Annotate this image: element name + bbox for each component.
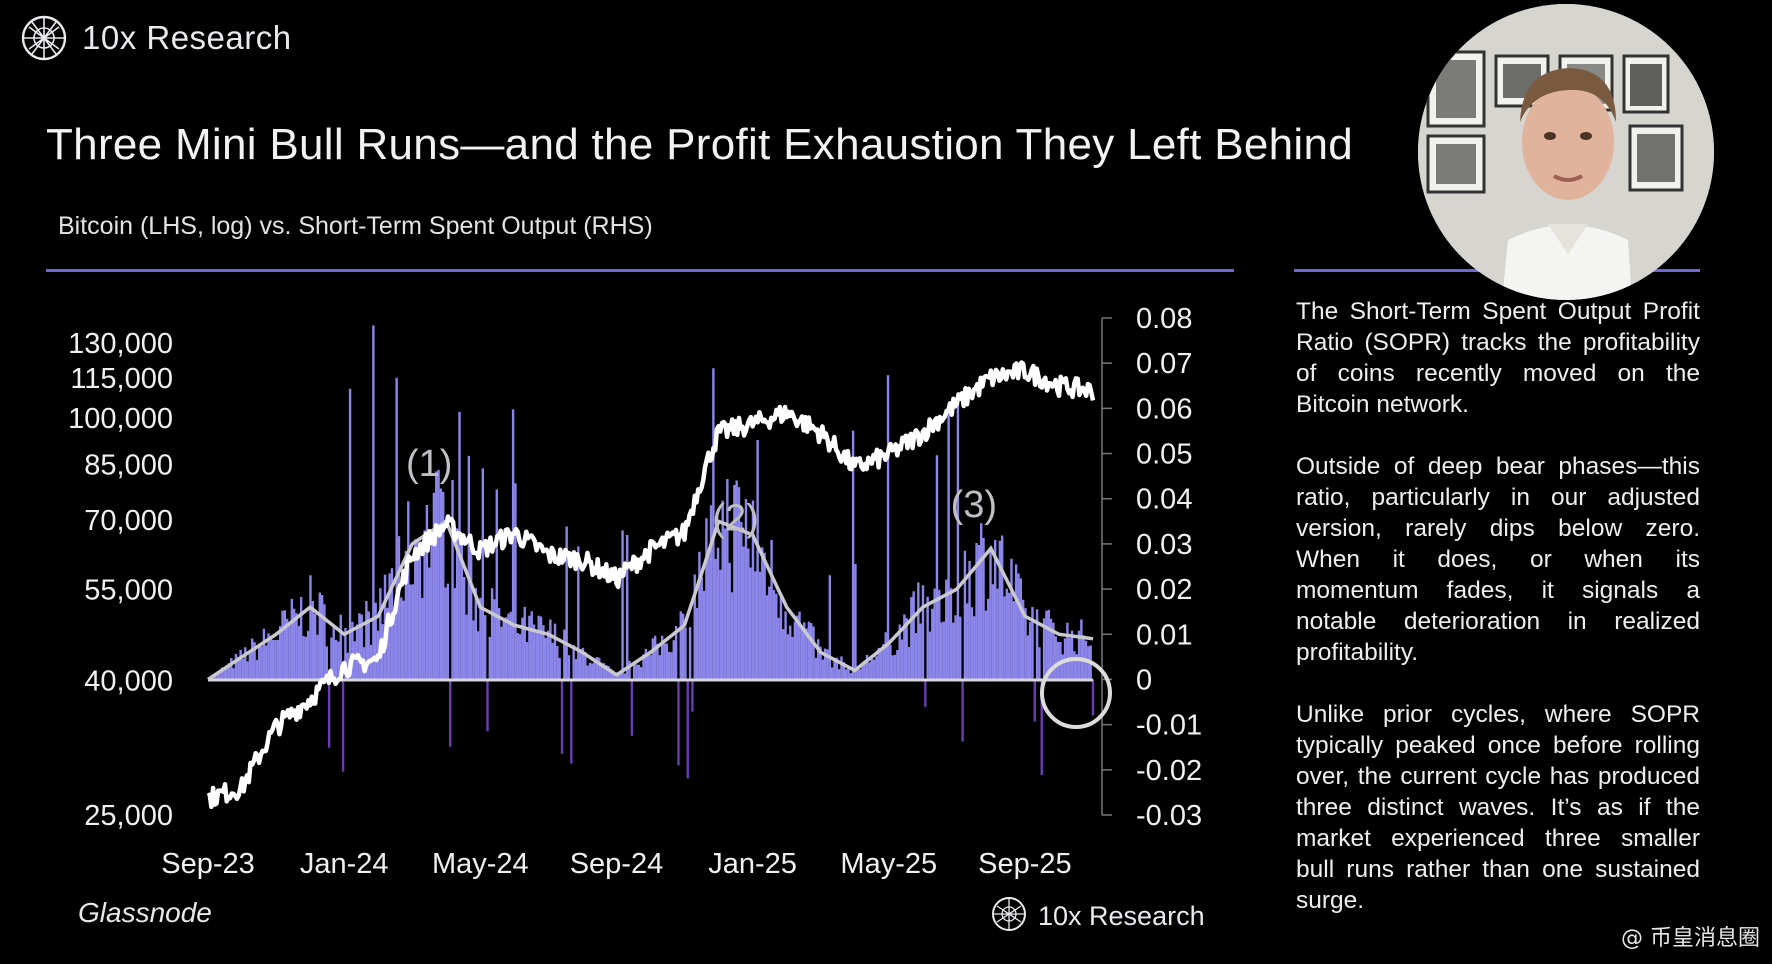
- brand-name: 10x Research: [82, 19, 292, 56]
- right-tick-label: -0.02: [1136, 755, 1202, 787]
- highlight-circle: [1039, 657, 1112, 730]
- x-tick-label: Jan-25: [708, 848, 797, 880]
- x-tick-label: Jan-24: [300, 848, 389, 880]
- globe-lattice-icon: [21, 15, 67, 61]
- brand: 10x Research: [20, 14, 292, 62]
- description-paragraph: Outside of deep bear phases—this ratio, …: [1296, 453, 1700, 666]
- right-tick-label: 0.04: [1136, 484, 1192, 516]
- x-tick-label: Sep-24: [570, 848, 664, 880]
- source-label: Glassnode: [78, 897, 212, 928]
- wave-annotation-label: (1): [406, 443, 452, 485]
- footer-brand: 10x Research: [992, 897, 1205, 931]
- right-axis-ticks: [1102, 317, 1112, 816]
- left-tick-label: 70,000: [84, 505, 173, 537]
- right-tick-label: 0.06: [1136, 393, 1192, 425]
- chart-divider: [46, 269, 1234, 272]
- left-tick-label: 115,000: [70, 363, 173, 395]
- description-paragraph: Unlike prior cycles, where SOPR typicall…: [1296, 701, 1700, 914]
- presenter-webcam: [1418, 4, 1714, 300]
- left-tick-label: 85,000: [84, 450, 173, 482]
- right-axis-labels: 0.08 0.07 0.06 0.05 0.04 0.03 0.02 0.01 0 -0.01 -0…: [1136, 303, 1202, 832]
- description-panel: The Short-Term Spent Output Profit Ratio…: [1296, 296, 1700, 947]
- right-tick-label: 0.02: [1136, 574, 1192, 606]
- left-tick-label: 55,000: [84, 574, 173, 606]
- watermark: @ 币皇消息圈: [1621, 926, 1760, 951]
- left-tick-label: 100,000: [68, 403, 173, 435]
- right-tick-label: 0.08: [1136, 303, 1192, 335]
- wave-annotations: (1) (2) (3): [406, 443, 997, 539]
- page-title: Three Mini Bull Runs—and the Profit Exha…: [46, 120, 1354, 169]
- presenter-video-icon: [1418, 4, 1714, 300]
- right-tick-label: 0.03: [1136, 529, 1192, 561]
- wave-annotation-label: (2): [712, 497, 758, 539]
- wave-annotation-label: (3): [951, 484, 997, 526]
- right-tick-label: 0.07: [1136, 348, 1192, 380]
- left-tick-label: 25,000: [84, 800, 173, 832]
- footer-brand-name: 10x Research: [1038, 901, 1205, 931]
- x-tick-label: Sep-23: [161, 848, 255, 880]
- right-tick-label: 0.01: [1136, 619, 1192, 651]
- description-paragraph: The Short-Term Spent Output Profit Ratio…: [1296, 298, 1700, 418]
- sopr-ma-line: [207, 518, 1094, 681]
- x-tick-label: May-24: [432, 848, 529, 880]
- left-tick-label: 130,000: [68, 328, 173, 360]
- right-tick-label: 0: [1136, 664, 1152, 696]
- chart-subtitle: Bitcoin (LHS, log) vs. Short-Term Spent …: [58, 212, 653, 240]
- right-tick-label: -0.03: [1136, 800, 1202, 832]
- x-tick-label: Sep-25: [978, 848, 1072, 880]
- x-tick-label: May-25: [840, 848, 937, 880]
- right-tick-label: 0.05: [1136, 439, 1192, 471]
- left-tick-label: 40,000: [84, 665, 173, 697]
- x-axis-labels: Sep-23 Jan-24 May-24 Sep-24 Jan-25 May-25 Sep-…: [161, 848, 1071, 880]
- right-tick-label: -0.01: [1136, 710, 1202, 742]
- btc-price-line: [206, 360, 1096, 810]
- globe-lattice-icon: [992, 897, 1026, 931]
